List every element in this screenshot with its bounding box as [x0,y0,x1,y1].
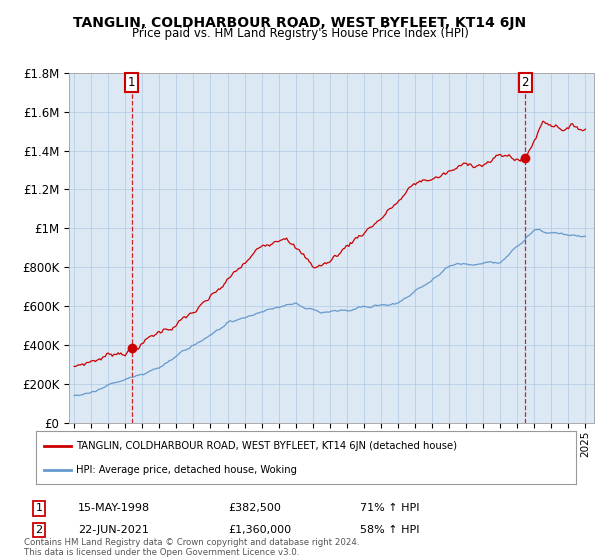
Text: 15-MAY-1998: 15-MAY-1998 [78,503,150,514]
Text: HPI: Average price, detached house, Woking: HPI: Average price, detached house, Woki… [77,464,298,474]
Text: 58% ↑ HPI: 58% ↑ HPI [360,525,419,535]
Text: 2: 2 [35,525,43,535]
Text: 1: 1 [35,503,43,514]
Text: TANGLIN, COLDHARBOUR ROAD, WEST BYFLEET, KT14 6JN (detached house): TANGLIN, COLDHARBOUR ROAD, WEST BYFLEET,… [77,441,458,451]
Text: 22-JUN-2021: 22-JUN-2021 [78,525,149,535]
Text: 71% ↑ HPI: 71% ↑ HPI [360,503,419,514]
Text: Price paid vs. HM Land Registry's House Price Index (HPI): Price paid vs. HM Land Registry's House … [131,27,469,40]
Text: 2: 2 [521,76,529,89]
Text: £1,360,000: £1,360,000 [228,525,291,535]
Text: Contains HM Land Registry data © Crown copyright and database right 2024.
This d: Contains HM Land Registry data © Crown c… [24,538,359,557]
Text: £382,500: £382,500 [228,503,281,514]
Text: TANGLIN, COLDHARBOUR ROAD, WEST BYFLEET, KT14 6JN: TANGLIN, COLDHARBOUR ROAD, WEST BYFLEET,… [73,16,527,30]
Text: 1: 1 [128,76,136,89]
